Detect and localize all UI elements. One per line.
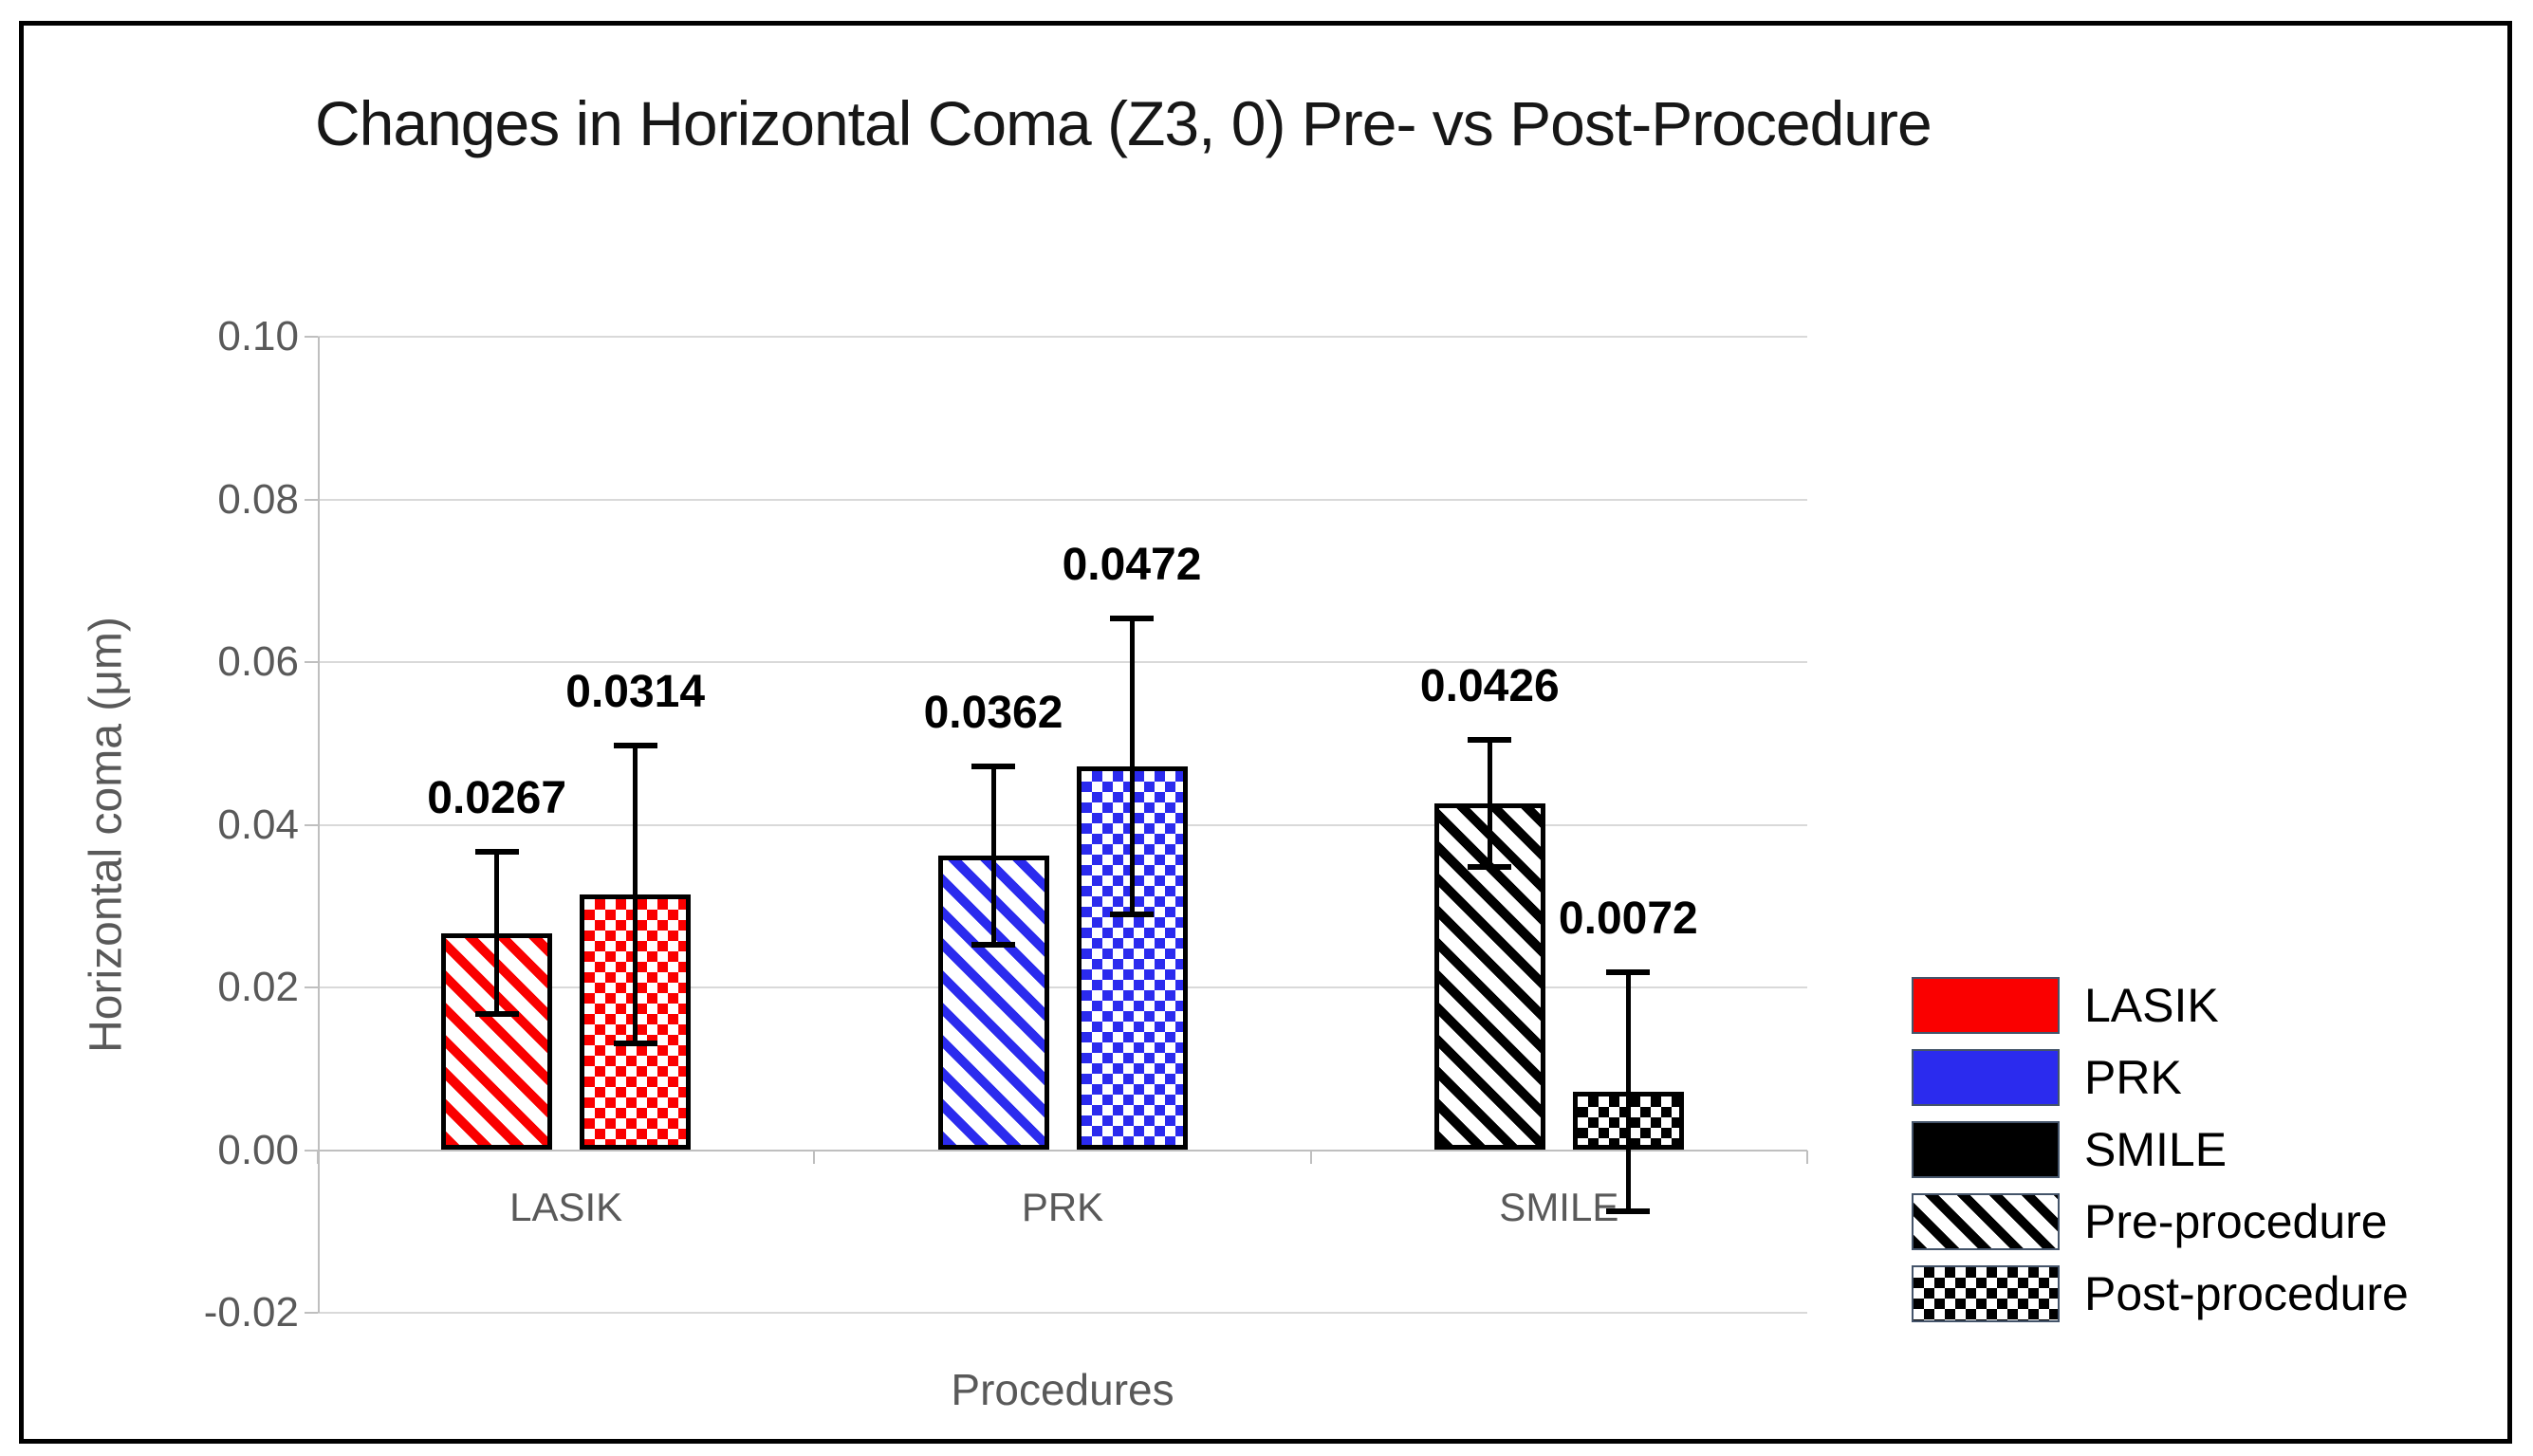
category-boundary-tick (813, 1150, 816, 1164)
legend-swatch (1912, 1265, 2060, 1322)
legend-swatch (1912, 1121, 2060, 1178)
legend-item-lasik: LASIK (1912, 977, 2409, 1034)
y-tick-label: 0.06 (217, 638, 299, 685)
data-label-prk-pre-procedure: 0.0362 (923, 687, 1063, 738)
y-axis-tick (305, 661, 318, 663)
y-tick-label: -0.02 (203, 1289, 299, 1336)
error-bar-bottom-cap (613, 1041, 657, 1047)
y-tick-label: 0.10 (217, 313, 299, 359)
category-label: LASIK (509, 1185, 623, 1229)
error-bar-top-cap (1110, 615, 1154, 621)
error-bar-top-cap (474, 848, 519, 855)
legend-swatch (1912, 977, 2060, 1034)
error-bar-bottom-cap (474, 1011, 519, 1018)
error-bar-top-cap (613, 743, 657, 749)
error-bar-top-cap (971, 763, 1015, 769)
legend-item-smile: SMILE (1912, 1121, 2409, 1178)
figure-border (19, 21, 2512, 1444)
y-axis-tick (305, 336, 318, 338)
legend-label: LASIK (2084, 979, 2219, 1032)
y-axis-tick (305, 823, 318, 826)
category-boundary-tick (317, 1150, 319, 1164)
y-tick-label: 0.04 (217, 801, 299, 848)
error-bar (1129, 617, 1135, 914)
data-label-prk-post-procedure: 0.0472 (1062, 539, 1202, 590)
category-boundary-tick (1309, 1150, 1312, 1164)
legend-item-post-procedure: Post-procedure (1912, 1265, 2409, 1322)
legend-swatch (1912, 1049, 2060, 1106)
data-label-lasik-post-procedure: 0.0314 (565, 667, 706, 718)
error-bar-bottom-cap (971, 942, 1015, 949)
error-bar-bottom-cap (1110, 911, 1154, 917)
y-axis-title: Horizontal coma (μm) (81, 617, 132, 1053)
y-axis-tick (305, 1149, 318, 1152)
data-label-lasik-pre-procedure: 0.0267 (427, 772, 567, 823)
category-label: PRK (1021, 1185, 1104, 1229)
gridline (318, 336, 1807, 338)
x-axis-title: Procedures (951, 1365, 1174, 1414)
legend-item-pre-procedure: Pre-procedure (1912, 1193, 2409, 1250)
x-axis-line (318, 1149, 1807, 1152)
error-bar (1487, 740, 1492, 868)
error-bar (990, 765, 996, 946)
y-axis-tick (305, 498, 318, 501)
error-bar-bottom-cap (1468, 864, 1512, 871)
chart-title: Changes in Horizontal Coma (Z3, 0) Pre- … (315, 88, 1932, 158)
legend-label: Post-procedure (2084, 1267, 2409, 1320)
y-tick-label: 0.08 (217, 475, 299, 523)
gridline (318, 498, 1807, 501)
legend-swatch (1912, 1193, 2060, 1250)
gridline (318, 823, 1807, 826)
data-label-smile-post-procedure: 0.0072 (1558, 893, 1698, 944)
data-label-smile-pre-procedure: 0.0426 (1419, 661, 1560, 712)
legend-label: PRK (2084, 1051, 2182, 1104)
y-axis-line (318, 337, 320, 1313)
legend-item-prk: PRK (1912, 1049, 2409, 1106)
y-tick-label: 0.02 (217, 964, 299, 1010)
legend-label: SMILE (2084, 1123, 2228, 1176)
error-bar (494, 851, 500, 1015)
y-axis-tick (305, 1312, 318, 1314)
y-tick-label: 0.00 (217, 1126, 299, 1173)
error-bar (633, 746, 638, 1044)
error-bar (1625, 971, 1631, 1211)
legend-label: Pre-procedure (2084, 1195, 2388, 1248)
legend: LASIK PRK SMILE Pre-procedure Post-procedure (1912, 977, 2409, 1322)
gridline (318, 1312, 1807, 1314)
error-bar-top-cap (1468, 737, 1512, 744)
gridline (318, 661, 1807, 663)
category-boundary-tick (1806, 1150, 1808, 1164)
y-axis-tick (305, 986, 318, 988)
category-label: SMILE (1499, 1185, 1619, 1229)
gridline (318, 986, 1807, 988)
error-bar-bottom-cap (1606, 1207, 1651, 1214)
error-bar-top-cap (1606, 968, 1651, 975)
